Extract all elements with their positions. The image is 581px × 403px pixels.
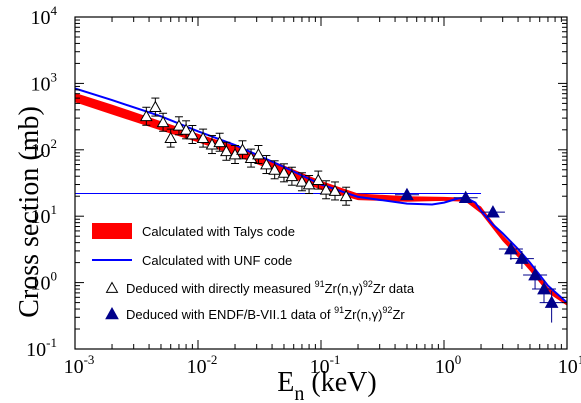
- legend-label-endf-part: Zr(n,: [344, 307, 371, 322]
- y-tick-label: 103: [31, 69, 58, 95]
- x-tick-label-exp: -3: [84, 352, 95, 367]
- y-tick-label-exp: 0: [51, 269, 58, 284]
- filled-triangle-point: [544, 295, 559, 308]
- filled-triangle-point: [537, 282, 551, 295]
- filled-triangle-point: [486, 205, 500, 218]
- plot-area: [75, 87, 567, 323]
- x-tick-label-exp: 0: [455, 352, 462, 367]
- open-triangle-point: [319, 183, 333, 195]
- open-triangle-point: [260, 158, 273, 170]
- x-tick-label: 10-3: [64, 352, 95, 378]
- legend-label-talys: Calculated with Talys code: [142, 224, 295, 239]
- x-tick-label-exp: 1: [578, 352, 581, 367]
- x-tick-label-base: 10: [435, 356, 455, 378]
- filled-triangle-point: [528, 268, 542, 281]
- open-triangle-point: [139, 109, 153, 122]
- x-tick-label-base: 10: [64, 356, 84, 378]
- legend-label-endf-part: Zr: [392, 307, 405, 322]
- open-triangle-point: [328, 184, 342, 196]
- legend-label-endf-part: 92: [382, 305, 392, 315]
- x-tick-label-base: 10: [558, 356, 578, 378]
- filled-triangle-point: [515, 251, 529, 264]
- legend-label-endf-part: γ: [372, 307, 379, 322]
- y-tick-label-exp: 4: [51, 3, 58, 18]
- y-tick-label-base: 10: [31, 273, 51, 295]
- open-triangle-point: [311, 173, 325, 185]
- open-triangle-point: [156, 115, 170, 128]
- legend-label-direct: Deduced with directly measured 91Zr(n,γ)…: [126, 279, 415, 296]
- plot-clip-group: [75, 87, 567, 323]
- y-tick-label: 102: [31, 136, 58, 162]
- open-triangle-point: [179, 123, 193, 135]
- y-tick-label-base: 10: [31, 206, 51, 228]
- y-tick-label-exp: -1: [46, 335, 57, 350]
- open-triangle-point: [172, 119, 186, 131]
- y-tick-label-exp: 1: [51, 202, 58, 217]
- open-triangle-point: [252, 147, 265, 160]
- x-tick-label-base: 10: [187, 356, 207, 378]
- legend-label-direct-part: Zr data: [373, 281, 415, 296]
- open-triangle-point: [186, 127, 199, 140]
- open-triangle-point: [277, 166, 291, 178]
- open-triangle-point: [339, 189, 353, 202]
- x-tick-label: 101: [558, 352, 581, 378]
- open-triangle-point: [148, 100, 162, 112]
- x-tick-label-exp: -2: [207, 352, 218, 367]
- legend-swatch-talys: [92, 223, 132, 239]
- y-tick-label-base: 10: [31, 140, 51, 162]
- legend-label-direct-part: 91: [315, 279, 325, 289]
- x-tick-label: 10-1: [310, 352, 341, 378]
- y-tick-label-exp: 2: [51, 136, 58, 151]
- open-triangle-point: [268, 163, 282, 175]
- x-title-sub: n: [294, 383, 304, 403]
- open-triangle-point: [295, 175, 309, 187]
- legend-label-endf: Deduced with ENDF/B-VII.1 data of 91Zr(n…: [126, 305, 405, 322]
- y-tick-label-base: 10: [31, 73, 51, 95]
- y-tick-label: 101: [31, 202, 58, 228]
- open-triangle-point: [164, 131, 178, 144]
- open-triangle-point: [196, 131, 210, 144]
- legend-swatch-open-triangle: [105, 281, 119, 293]
- x-tick-label-exp: -1: [330, 352, 341, 367]
- y-tick-label: 100: [31, 269, 58, 295]
- open-triangle-point: [302, 177, 316, 190]
- legend: Calculated with Talys code Calculated wit…: [92, 223, 415, 322]
- x-tick-label: 10-2: [187, 352, 218, 378]
- y-axis-title: Cross section (mb): [14, 106, 45, 318]
- legend-label-endf-part: Deduced with ENDF/B-VII.1 data of: [126, 307, 334, 322]
- filled-triangle-point: [400, 187, 414, 201]
- filled-triangle-point: [458, 190, 473, 203]
- y-tick-label-base: 10: [31, 7, 51, 29]
- legend-label-endf-part: ): [378, 307, 382, 322]
- y-tick-label: 10-1: [26, 335, 57, 361]
- legend-label-direct-part: 92: [363, 279, 373, 289]
- open-triangle-point: [236, 143, 249, 155]
- y-tick-label: 104: [31, 3, 58, 29]
- legend-label-unf: Calculated with UNF code: [142, 253, 292, 268]
- legend-swatch-filled-triangle: [105, 306, 119, 320]
- x-tick-label: 100: [435, 352, 462, 378]
- legend-label-direct-part: Zr(n,: [325, 281, 352, 296]
- x-title-rest: (keV): [304, 367, 376, 398]
- legend-label-direct-part: γ: [352, 281, 359, 296]
- legend-label-endf-part: 91: [334, 305, 344, 315]
- legend-label-direct-part: ): [359, 281, 363, 296]
- open-triangle-point: [219, 144, 233, 157]
- legend-label-direct-part: Deduced with directly measured: [126, 281, 315, 296]
- y-tick-label-exp: 3: [51, 69, 58, 84]
- talys-band: [75, 92, 567, 306]
- open-triangle-point: [213, 135, 227, 148]
- x-tick-label-base: 10: [310, 356, 330, 378]
- y-tick-label-base: 10: [26, 339, 46, 361]
- open-triangle-point: [285, 169, 299, 182]
- filled-triangle-point: [504, 242, 518, 255]
- x-axis-title: En (keV): [277, 367, 376, 403]
- x-title-main: E: [277, 367, 294, 398]
